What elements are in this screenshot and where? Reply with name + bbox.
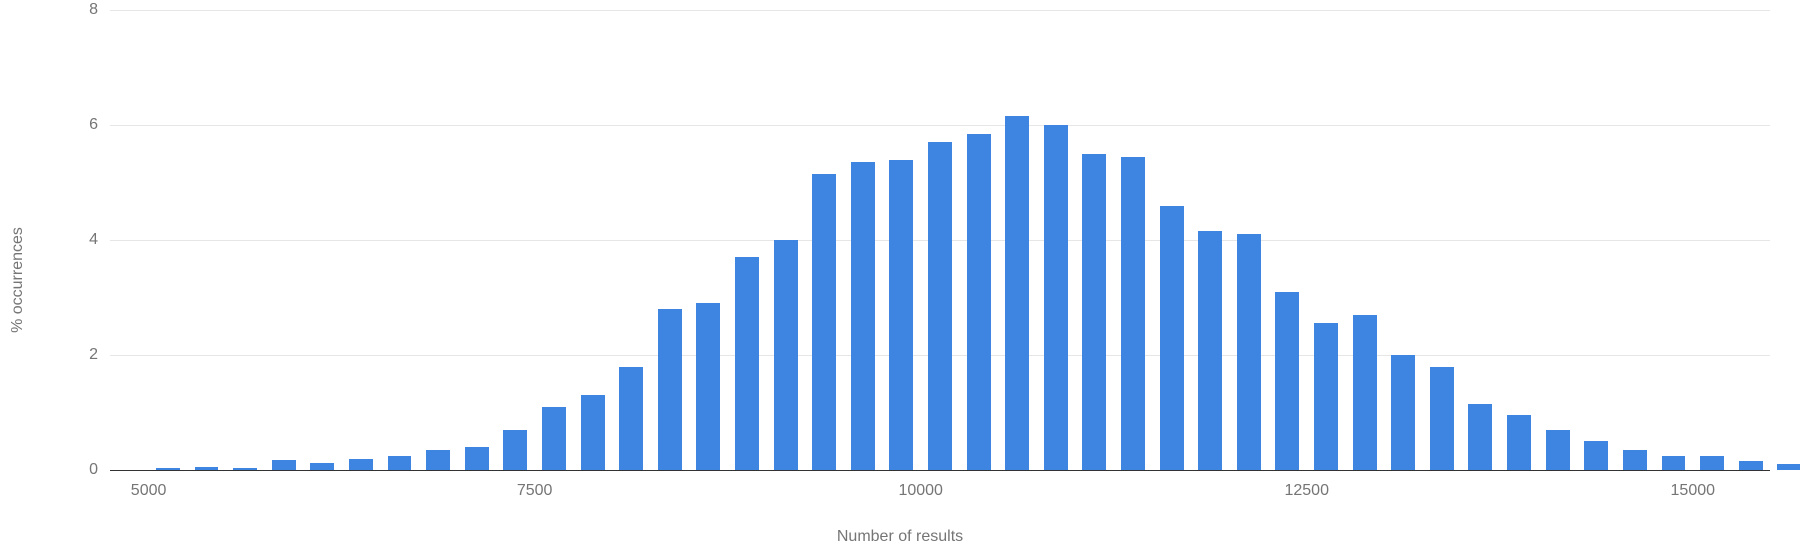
plot-area: 0246850007500100001250015000 bbox=[110, 10, 1770, 470]
y-tick-label: 4 bbox=[89, 231, 110, 249]
bars-layer bbox=[110, 10, 1770, 470]
histogram-bar bbox=[1391, 355, 1415, 470]
histogram-bar bbox=[156, 468, 180, 470]
histogram-bar bbox=[426, 450, 450, 470]
histogram-bar bbox=[1044, 125, 1068, 470]
histogram-bar bbox=[735, 257, 759, 470]
histogram-bar bbox=[1160, 206, 1184, 471]
x-tick-label: 12500 bbox=[1284, 470, 1329, 500]
y-tick-label: 6 bbox=[89, 116, 110, 134]
histogram-bar bbox=[233, 468, 257, 470]
histogram-bar bbox=[1198, 231, 1222, 470]
histogram-bar bbox=[1237, 234, 1261, 470]
histogram-bar bbox=[310, 463, 334, 470]
histogram-bar bbox=[889, 160, 913, 471]
x-tick-label: 15000 bbox=[1671, 470, 1716, 500]
histogram-bar bbox=[658, 309, 682, 470]
y-tick-label: 2 bbox=[89, 346, 110, 364]
histogram-bar bbox=[619, 367, 643, 471]
histogram-bar bbox=[503, 430, 527, 470]
histogram-bar bbox=[1507, 415, 1531, 470]
histogram-chart: % occurrences Number of results 02468500… bbox=[0, 0, 1800, 560]
histogram-bar bbox=[1468, 404, 1492, 470]
histogram-bar bbox=[1275, 292, 1299, 470]
y-axis-label: % occurrences bbox=[9, 227, 27, 333]
histogram-bar bbox=[542, 407, 566, 470]
histogram-bar bbox=[581, 395, 605, 470]
histogram-bar bbox=[272, 460, 296, 470]
histogram-bar bbox=[967, 134, 991, 470]
histogram-bar bbox=[1121, 157, 1145, 470]
histogram-bar bbox=[1353, 315, 1377, 470]
histogram-bar bbox=[851, 162, 875, 470]
histogram-bar bbox=[1777, 464, 1800, 470]
histogram-bar bbox=[1584, 441, 1608, 470]
y-tick-label: 8 bbox=[89, 1, 110, 19]
histogram-bar bbox=[812, 174, 836, 470]
histogram-bar bbox=[349, 459, 373, 471]
histogram-bar bbox=[774, 240, 798, 470]
histogram-bar bbox=[388, 456, 412, 470]
histogram-bar bbox=[696, 303, 720, 470]
x-tick-label: 5000 bbox=[131, 470, 167, 500]
y-tick-label: 0 bbox=[89, 461, 110, 479]
histogram-bar bbox=[1314, 323, 1338, 470]
x-axis-label: Number of results bbox=[837, 528, 963, 546]
histogram-bar bbox=[1005, 116, 1029, 470]
histogram-bar bbox=[1082, 154, 1106, 470]
x-tick-label: 7500 bbox=[517, 470, 553, 500]
histogram-bar bbox=[465, 447, 489, 470]
histogram-bar bbox=[1739, 461, 1763, 470]
histogram-bar bbox=[1623, 450, 1647, 470]
histogram-bar bbox=[1662, 456, 1686, 470]
histogram-bar bbox=[1546, 430, 1570, 470]
histogram-bar bbox=[928, 142, 952, 470]
histogram-bar bbox=[195, 467, 219, 470]
x-tick-label: 10000 bbox=[898, 470, 943, 500]
histogram-bar bbox=[1430, 367, 1454, 471]
histogram-bar bbox=[1700, 456, 1724, 470]
